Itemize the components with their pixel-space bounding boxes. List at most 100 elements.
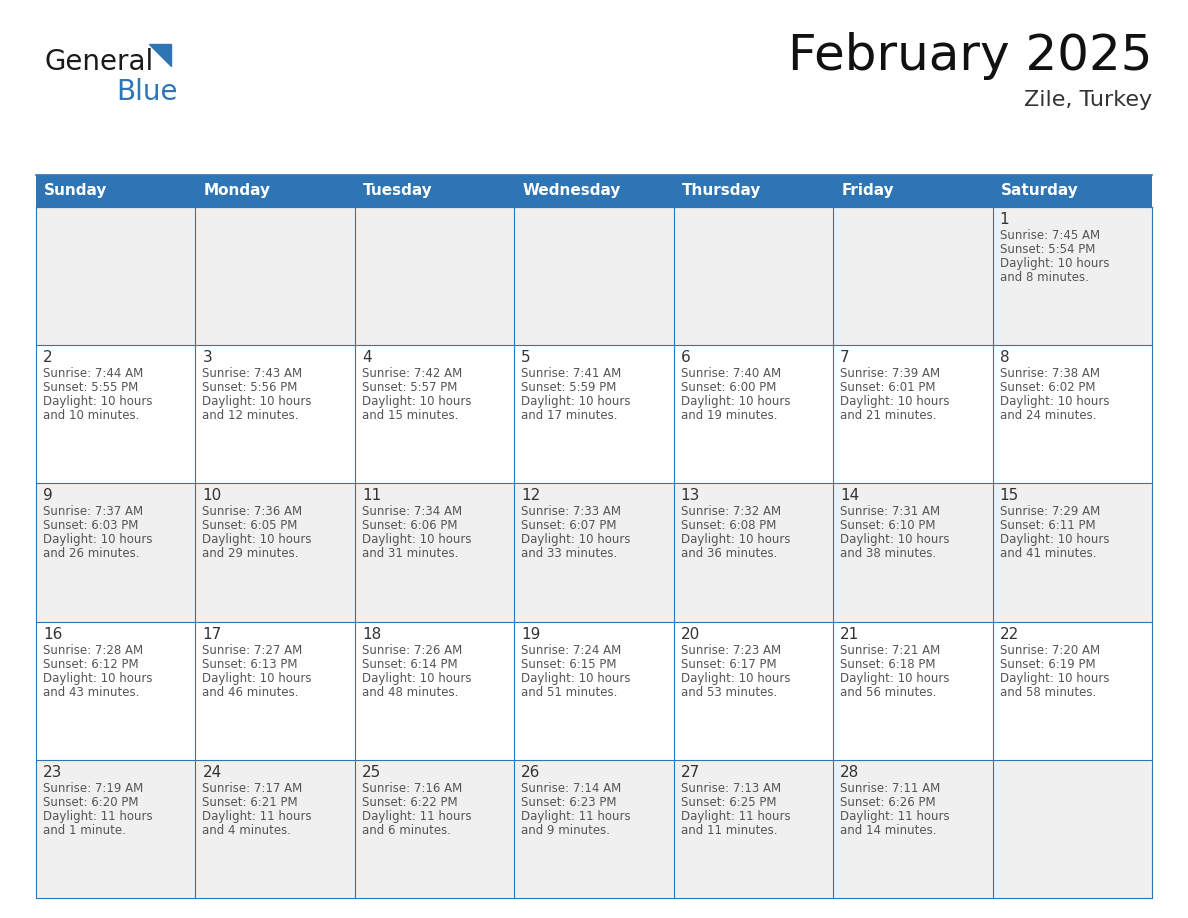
Text: and 46 minutes.: and 46 minutes. [202, 686, 299, 699]
Text: 17: 17 [202, 627, 222, 642]
Bar [514, 175, 674, 207]
Text: and 14 minutes.: and 14 minutes. [840, 823, 936, 837]
Text: Sunrise: 7:16 AM: Sunrise: 7:16 AM [362, 782, 462, 795]
Bar [36, 175, 196, 207]
Text: Sunrise: 7:23 AM: Sunrise: 7:23 AM [681, 644, 781, 656]
Bar [196, 175, 355, 207]
Text: Sunrise: 7:29 AM: Sunrise: 7:29 AM [999, 506, 1100, 519]
Text: Sunset: 6:00 PM: Sunset: 6:00 PM [681, 381, 776, 394]
Text: Sunrise: 7:14 AM: Sunrise: 7:14 AM [522, 782, 621, 795]
Text: Sunrise: 7:43 AM: Sunrise: 7:43 AM [202, 367, 303, 380]
Text: Sunset: 6:08 PM: Sunset: 6:08 PM [681, 520, 776, 532]
Bar [992, 621, 1152, 760]
Text: 1: 1 [999, 212, 1009, 227]
Text: Daylight: 10 hours: Daylight: 10 hours [681, 672, 790, 685]
Bar [674, 175, 833, 207]
Text: and 9 minutes.: and 9 minutes. [522, 823, 611, 837]
Text: 9: 9 [43, 488, 52, 503]
Text: Daylight: 10 hours: Daylight: 10 hours [681, 533, 790, 546]
Text: and 53 minutes.: and 53 minutes. [681, 686, 777, 699]
Text: Sunrise: 7:40 AM: Sunrise: 7:40 AM [681, 367, 781, 380]
Text: 14: 14 [840, 488, 859, 503]
Text: Sunrise: 7:32 AM: Sunrise: 7:32 AM [681, 506, 781, 519]
Bar [514, 621, 674, 760]
Text: Daylight: 10 hours: Daylight: 10 hours [999, 672, 1110, 685]
Text: 7: 7 [840, 350, 849, 365]
Bar [36, 345, 196, 484]
Text: General: General [44, 48, 153, 76]
Text: Daylight: 10 hours: Daylight: 10 hours [43, 672, 152, 685]
Text: Daylight: 11 hours: Daylight: 11 hours [202, 810, 312, 823]
Text: and 8 minutes.: and 8 minutes. [999, 271, 1088, 284]
Polygon shape [148, 44, 171, 66]
Text: Sunset: 6:11 PM: Sunset: 6:11 PM [999, 520, 1095, 532]
Text: 26: 26 [522, 765, 541, 779]
Bar [36, 207, 196, 345]
Text: Daylight: 11 hours: Daylight: 11 hours [522, 810, 631, 823]
Text: Sunrise: 7:27 AM: Sunrise: 7:27 AM [202, 644, 303, 656]
Text: Sunset: 6:23 PM: Sunset: 6:23 PM [522, 796, 617, 809]
Bar [992, 760, 1152, 898]
Text: Sunset: 6:19 PM: Sunset: 6:19 PM [999, 657, 1095, 671]
Bar [36, 621, 196, 760]
Bar [992, 345, 1152, 484]
Bar [674, 621, 833, 760]
Text: Sunrise: 7:34 AM: Sunrise: 7:34 AM [362, 506, 462, 519]
Text: and 29 minutes.: and 29 minutes. [202, 547, 299, 560]
Text: Sunrise: 7:36 AM: Sunrise: 7:36 AM [202, 506, 303, 519]
Text: Sunrise: 7:41 AM: Sunrise: 7:41 AM [522, 367, 621, 380]
Text: Sunset: 6:26 PM: Sunset: 6:26 PM [840, 796, 936, 809]
Text: and 58 minutes.: and 58 minutes. [999, 686, 1095, 699]
Text: Sunset: 6:07 PM: Sunset: 6:07 PM [522, 520, 617, 532]
Text: Sunday: Sunday [44, 184, 107, 198]
Text: Friday: Friday [841, 184, 893, 198]
Text: 12: 12 [522, 488, 541, 503]
Text: and 51 minutes.: and 51 minutes. [522, 686, 618, 699]
Text: Sunset: 5:59 PM: Sunset: 5:59 PM [522, 381, 617, 394]
Bar [36, 760, 196, 898]
Text: Sunset: 5:54 PM: Sunset: 5:54 PM [999, 243, 1095, 256]
Text: Sunrise: 7:24 AM: Sunrise: 7:24 AM [522, 644, 621, 656]
Text: Sunrise: 7:31 AM: Sunrise: 7:31 AM [840, 506, 940, 519]
Text: Daylight: 11 hours: Daylight: 11 hours [43, 810, 152, 823]
Bar [355, 175, 514, 207]
Text: Sunset: 6:15 PM: Sunset: 6:15 PM [522, 657, 617, 671]
Text: Sunset: 6:14 PM: Sunset: 6:14 PM [362, 657, 457, 671]
Text: Daylight: 10 hours: Daylight: 10 hours [840, 533, 949, 546]
Bar [833, 621, 992, 760]
Bar [196, 345, 355, 484]
Text: 25: 25 [362, 765, 381, 779]
Text: and 17 minutes.: and 17 minutes. [522, 409, 618, 422]
Text: Thursday: Thursday [682, 184, 762, 198]
Text: Daylight: 10 hours: Daylight: 10 hours [999, 257, 1110, 270]
Text: 4: 4 [362, 350, 372, 365]
Text: Sunrise: 7:44 AM: Sunrise: 7:44 AM [43, 367, 144, 380]
Text: 11: 11 [362, 488, 381, 503]
Text: Sunset: 6:17 PM: Sunset: 6:17 PM [681, 657, 776, 671]
Bar [514, 207, 674, 345]
Text: and 43 minutes.: and 43 minutes. [43, 686, 139, 699]
Text: Daylight: 10 hours: Daylight: 10 hours [681, 396, 790, 409]
Bar [514, 760, 674, 898]
Bar [833, 175, 992, 207]
Text: and 4 minutes.: and 4 minutes. [202, 823, 291, 837]
Text: Zile, Turkey: Zile, Turkey [1024, 90, 1152, 110]
Text: Blue: Blue [116, 78, 177, 106]
Text: Sunrise: 7:19 AM: Sunrise: 7:19 AM [43, 782, 144, 795]
Text: Sunrise: 7:33 AM: Sunrise: 7:33 AM [522, 506, 621, 519]
Text: 22: 22 [999, 627, 1019, 642]
Text: Daylight: 10 hours: Daylight: 10 hours [999, 396, 1110, 409]
Text: 10: 10 [202, 488, 222, 503]
Text: Sunrise: 7:20 AM: Sunrise: 7:20 AM [999, 644, 1100, 656]
Bar [36, 484, 196, 621]
Text: and 1 minute.: and 1 minute. [43, 823, 126, 837]
Text: and 12 minutes.: and 12 minutes. [202, 409, 299, 422]
Bar [196, 621, 355, 760]
Text: and 48 minutes.: and 48 minutes. [362, 686, 459, 699]
Text: Daylight: 10 hours: Daylight: 10 hours [999, 533, 1110, 546]
Text: 27: 27 [681, 765, 700, 779]
Text: Sunrise: 7:17 AM: Sunrise: 7:17 AM [202, 782, 303, 795]
Text: 2: 2 [43, 350, 52, 365]
Text: Sunrise: 7:45 AM: Sunrise: 7:45 AM [999, 229, 1100, 242]
Text: 19: 19 [522, 627, 541, 642]
